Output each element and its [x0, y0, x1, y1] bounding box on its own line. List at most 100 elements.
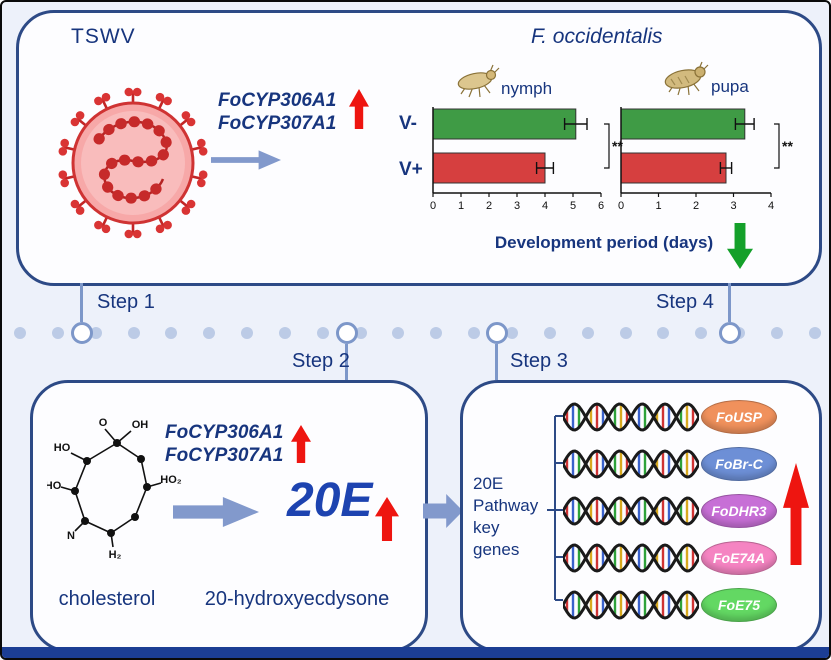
gene-focyp306a1-label: FoCYP306A1	[218, 90, 337, 111]
species-title: F. occidentalis	[531, 25, 663, 48]
timeline-dot	[392, 327, 405, 339]
bottom-bar	[2, 647, 829, 658]
twentye-increase-arrow-icon	[375, 497, 399, 541]
svg-text:HO₂: HO₂	[160, 474, 182, 486]
cholesterol-caption: cholesterol	[58, 588, 156, 610]
svg-text:0: 0	[430, 200, 436, 212]
vplus-label: V+	[399, 159, 423, 180]
pupa-bar-chart: 0 1 2 3 4 **	[617, 93, 827, 219]
svg-text:3: 3	[730, 200, 736, 212]
pupa-chart-title: pupa	[711, 77, 749, 96]
timeline-dot	[203, 327, 216, 339]
dna-gene-row: FoDHR3	[561, 487, 809, 534]
svg-text:5: 5	[570, 200, 576, 212]
cyp-genes-top: FoCYP306A1 FoCYP307A1	[218, 89, 336, 135]
step4-label: Step 4	[656, 291, 714, 313]
twentye-label: 20E	[287, 474, 373, 527]
timeline-dot	[505, 327, 518, 339]
gene-badge-fodhr3: FoDHR3	[701, 493, 777, 528]
step3-node	[486, 322, 508, 344]
timeline-dot	[51, 327, 64, 339]
step1-connector	[80, 283, 83, 322]
timeline-dot	[278, 327, 291, 339]
gene-badge-foe74a: FoE74A	[701, 540, 777, 575]
dna-gene-list: FoUSP FoBr-C FoDHR3 FoE74A FoE75	[561, 393, 809, 628]
dna-helix-icon	[561, 584, 701, 626]
step3-connector	[495, 344, 498, 380]
timeline-dot	[657, 327, 670, 339]
step2-node	[336, 322, 358, 344]
step3-label: Step 3	[510, 350, 568, 372]
gene-badge-fousp: FoUSP	[701, 399, 777, 434]
svg-text:2: 2	[693, 200, 699, 212]
gene-focyp307a1-label2: FoCYP307A1	[165, 445, 284, 466]
tswv-virus-icon	[47, 77, 219, 249]
timeline-dot	[581, 327, 594, 339]
gene-focyp306a1-label2: FoCYP306A1	[165, 422, 284, 443]
timeline-dot	[770, 327, 783, 339]
step2-label: Step 2	[292, 350, 350, 372]
svg-text:**: **	[612, 138, 623, 154]
cyp-genes-bottom: FoCYP306A1 FoCYP307A1	[165, 421, 283, 467]
pupa-icon	[664, 61, 709, 96]
svg-text:**: **	[782, 138, 793, 154]
timeline-dots	[2, 327, 829, 339]
panel-link-arrow-icon	[423, 494, 463, 528]
timeline-dot	[695, 327, 708, 339]
svg-text:OH: OH	[132, 419, 149, 431]
pathway-genes-label: 20E Pathway key genes	[473, 474, 539, 559]
timeline-dot	[127, 327, 140, 339]
tswv-label: TSWV	[71, 25, 136, 48]
gene-badge-fobr-c: FoBr-C	[701, 446, 777, 481]
hydroxyecdysone-caption: 20-hydroxyecdysone	[204, 588, 390, 610]
dna-gene-row: FoUSP	[561, 393, 809, 440]
svg-text:O: O	[99, 417, 108, 429]
svg-text:6: 6	[598, 200, 604, 212]
svg-text:4: 4	[768, 200, 774, 212]
dna-helix-icon	[561, 490, 701, 532]
nymph-bar-chart: 0 1 2 3 4 5 6 **	[429, 93, 639, 219]
svg-text:0: 0	[618, 200, 624, 212]
dna-gene-row: FoE75	[561, 581, 809, 628]
bottom-right-panel: 20E Pathway key genes FoUSP FoBr-C FoDHR3 F…	[460, 380, 822, 652]
timeline-dot	[14, 327, 26, 339]
timeline-dot	[808, 327, 821, 339]
svg-text:N: N	[67, 530, 75, 542]
svg-text:H₂: H₂	[109, 549, 122, 561]
svg-text:2: 2	[486, 200, 492, 212]
timeline-dot	[430, 327, 443, 339]
gene-focyp307a1-label: FoCYP307A1	[218, 113, 337, 134]
vminus-label: V-	[399, 113, 417, 134]
svg-text:HO: HO	[47, 480, 62, 492]
timeline-dot	[241, 327, 254, 339]
cholesterol-structure-icon: O OH HO HO HO₂ N H₂	[45, 417, 187, 567]
step2-connector	[345, 344, 348, 380]
gene-badge-foe75: FoE75	[701, 587, 777, 622]
timeline-dot	[165, 327, 178, 339]
svg-text:3: 3	[514, 200, 520, 212]
dna-gene-row: FoBr-C	[561, 440, 809, 487]
cyp-upregulation-arrow-icon	[349, 89, 369, 129]
step4-connector	[728, 283, 731, 322]
cyp-upregulation-arrow2-icon	[291, 425, 311, 463]
xaxis-label: Development period (days)	[494, 233, 714, 252]
timeline-dot	[316, 327, 329, 339]
svg-text:HO: HO	[54, 442, 71, 454]
svg-text:1: 1	[655, 200, 661, 212]
timeline-dot	[619, 327, 632, 339]
timeline-dot	[468, 327, 481, 339]
dna-gene-row: FoE74A	[561, 534, 809, 581]
dna-helix-icon	[561, 537, 701, 579]
dna-helix-icon	[561, 443, 701, 485]
step4-node	[719, 322, 741, 344]
gene-group-bracket	[547, 415, 563, 601]
virus-to-chart-arrow-icon	[211, 150, 281, 170]
dna-helix-icon	[561, 396, 701, 438]
bottom-left-panel: OOHHOHOHO₂NH₂ FoCYP306A1 FoCYP307A1 20E …	[30, 380, 428, 652]
nymph-chart-title: nymph	[501, 79, 553, 98]
step1-label: Step 1	[97, 291, 155, 313]
svg-text:1: 1	[458, 200, 464, 212]
step1-node	[71, 322, 93, 344]
top-panel: TSWV FoCYP306A1 FoCYP307A1 F. occidental…	[16, 10, 822, 286]
